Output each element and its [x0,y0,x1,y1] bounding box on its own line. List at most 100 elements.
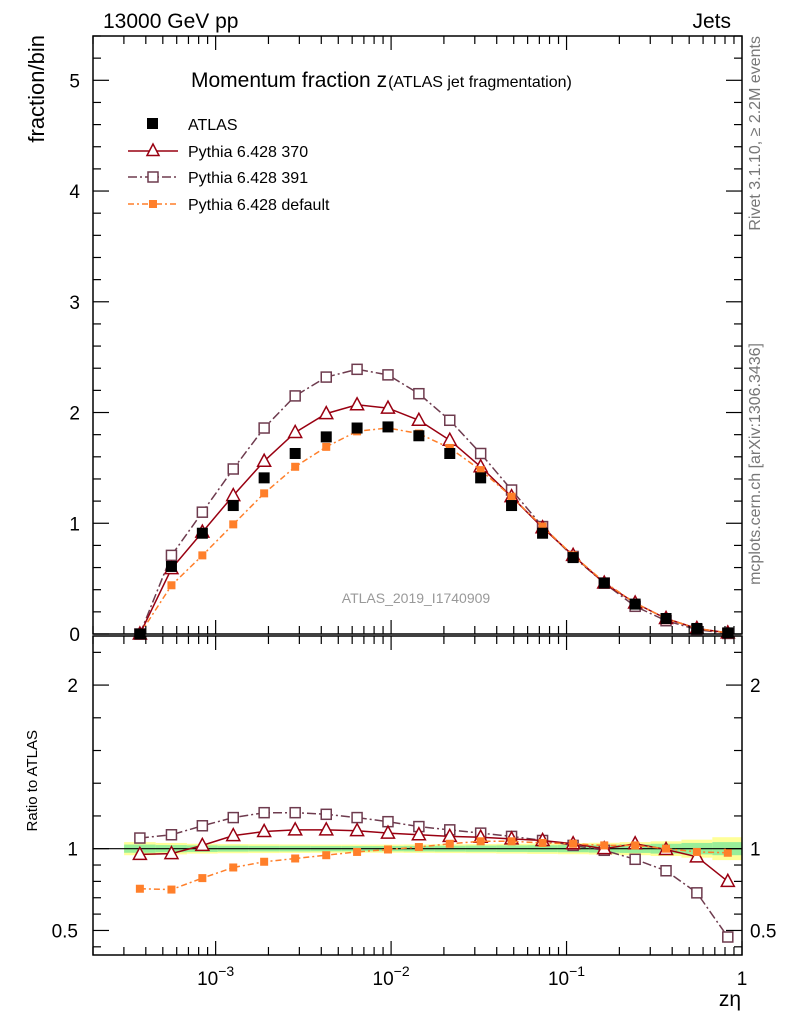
ratio-point-391 [227,811,239,824]
x-tick-base: 1 [737,969,748,990]
point-370 [349,396,365,411]
ratio-point-default [167,885,176,894]
point-atlas [227,500,239,512]
point-370 [411,411,427,427]
point-391 [196,506,209,518]
legend-label-391: Pythia 6.428 391 [188,170,308,187]
point-atlas [289,447,301,459]
ratio-series-391 [134,806,734,943]
legend-label-atlas: ATLAS [188,117,238,134]
ratio-point-391 [351,811,363,824]
ratio-point-default [445,839,454,848]
chart-title: Momentum fraction z(ATLAS jet fragmentat… [191,69,572,92]
point-atlas [722,627,734,639]
x-tick-exponent: −2 [394,963,410,979]
ratio-point-default [692,847,701,856]
ratio-point-370 [225,827,242,842]
point-atlas [691,622,703,634]
legend-label-370: Pythia 6.428 370 [188,144,308,161]
y-tick-label: 4 [69,182,80,203]
ratio-tick-label-left: 1 [67,840,78,861]
rivet-label: Rivet 3.1.10, ≥ 2.2M events [747,36,764,231]
point-391 [444,414,456,427]
legend-marker-atlas [147,118,158,129]
point-atlas [351,422,363,434]
ratio-point-default [414,843,423,852]
legend-marker-391 [147,171,159,183]
ratio-tick-label-right: 1 [750,840,761,861]
ratio-point-default [538,838,547,847]
x-tick-label: 10−2 [373,963,410,990]
point-default [198,551,207,560]
ratio-point-default [322,851,331,860]
point-370 [287,423,303,439]
ratio-point-370 [720,872,736,888]
point-370 [380,399,396,414]
ratio-tick-label-right: 0.5 [750,921,776,942]
x-tick-label: 1 [737,969,748,990]
point-370 [442,431,458,446]
point-default [476,466,485,475]
y-tick-label: 1 [69,514,80,535]
ratio-tick-label-right: 2 [750,676,761,697]
point-atlas [165,560,177,572]
point-391 [474,447,487,460]
ratio-tick-label-left: 2 [67,676,78,697]
point-391 [351,363,363,376]
point-391 [289,390,301,402]
x-tick-label: 10−3 [197,963,234,990]
point-atlas [196,527,208,539]
ratio-point-default [662,844,671,853]
ratio-point-default [723,848,732,857]
legend-marker-370 [145,142,161,157]
ratio-point-391 [660,865,672,877]
header-jets-label: Jets [692,10,731,33]
main-panel-frame [92,35,743,635]
y-tick-label: 5 [69,71,80,92]
ratio-point-370 [132,845,148,861]
point-370 [256,452,272,467]
y-tick-label: 2 [69,404,80,425]
point-391 [382,369,394,381]
ratio-point-default [476,837,485,846]
point-391 [320,371,332,383]
header-beam-label: 13000 GeV pp [103,10,238,33]
point-atlas [506,500,518,512]
ratio-point-391 [289,806,301,819]
ratio-point-370 [194,836,211,852]
point-default [167,581,176,590]
point-default [538,522,547,531]
x-tick-exponent: −3 [218,963,234,979]
x-tick-label: 10−1 [548,963,585,990]
point-391 [413,387,425,400]
legend: ATLAS Pythia 6.428 370 Pythia 6.428 391 … [128,117,330,214]
ratio-axis-label: Ratio to ATLAS [24,730,41,831]
ratio-point-391 [134,832,146,844]
point-atlas [320,431,332,443]
ratio-series-default [135,837,732,894]
point-default [507,492,516,501]
x-tick-base: 10 [548,969,569,990]
point-391 [165,549,178,562]
point-atlas [660,612,672,624]
point-391 [258,422,270,434]
point-default [322,442,331,451]
ratio-point-default [135,884,144,893]
point-atlas [382,421,394,433]
legend-marker-default [149,200,157,208]
ratio-point-default [507,837,516,846]
y-tick-label: 0 [69,625,80,646]
ratio-line-default [139,840,728,891]
point-atlas [567,552,579,564]
ratio-point-370 [349,822,365,837]
ratio-point-370 [380,824,396,839]
y-axis-label: fraction/bin [24,35,49,143]
ratio-tick-label-left: 0.5 [52,921,78,942]
point-391 [227,463,239,475]
ratio-point-391 [320,808,332,821]
x-tick-base: 10 [373,969,394,990]
ratio-point-391 [629,853,641,866]
chart-title-sub: (ATLAS jet fragmentation) [388,74,572,91]
